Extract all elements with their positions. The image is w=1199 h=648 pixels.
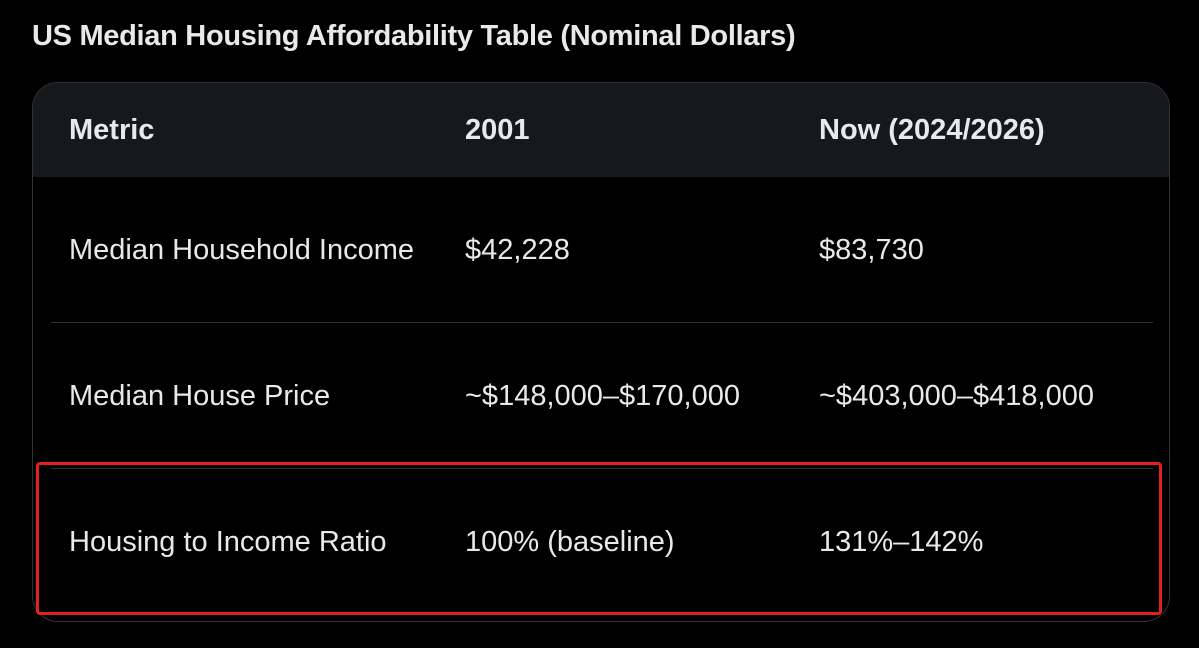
header-cell: 2001	[465, 83, 819, 177]
table-cell: Median House Price	[69, 380, 331, 412]
table-cell: Median Household Income	[69, 234, 414, 266]
table-cell: ~$148,000–$170,000	[465, 380, 740, 412]
header-cell: Now (2024/2026)	[819, 83, 1169, 177]
table-cell: Housing to Income Ratio	[69, 526, 387, 558]
table-cell: $42,228	[465, 234, 570, 266]
table: Metric 2001 Now (2024/2026) Median Househo…	[33, 83, 1169, 615]
row-separator	[51, 322, 1153, 323]
table-cell: $83,730	[819, 234, 924, 266]
table-cell: ~$403,000–$418,000	[819, 380, 1094, 412]
table-cell: 100% (baseline)	[465, 526, 675, 558]
table-row: Median Household Income $42,228 $83,730	[33, 177, 1169, 323]
highlight-box	[36, 462, 1162, 615]
title: US Median Housing Affordability Table (N…	[32, 20, 796, 52]
table-cell: 131%–142%	[819, 526, 984, 558]
table-row: Housing to Income Ratio 100% (baseline) 13…	[33, 469, 1169, 615]
header-cell: Metric	[33, 83, 465, 177]
table-row: Median House Price ~$148,000–$170,000 ~$40…	[33, 323, 1169, 469]
table-card: Metric 2001 Now (2024/2026) Median Househo…	[32, 82, 1170, 622]
row-separator	[51, 468, 1153, 469]
header-row: Metric 2001 Now (2024/2026)	[33, 83, 1169, 177]
